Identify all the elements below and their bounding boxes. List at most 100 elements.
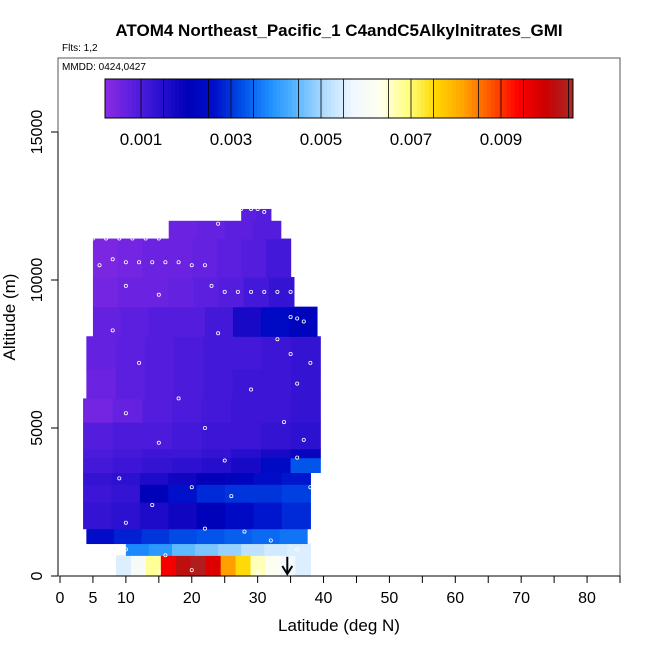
heat-cell <box>111 472 141 485</box>
track-point <box>163 260 168 265</box>
colorbar-segment <box>303 79 309 118</box>
heat-cell <box>115 336 146 370</box>
track-point <box>222 289 227 294</box>
heat-cell <box>160 555 177 577</box>
mmdd-label: MMDD: 0424,0427 <box>62 62 146 73</box>
heat-cell <box>142 238 168 278</box>
colorbar-segment <box>459 79 465 118</box>
colorbar-segment <box>331 79 336 118</box>
colorbar-segment <box>354 79 359 118</box>
track-point <box>156 440 161 445</box>
track-point <box>295 547 300 552</box>
heat-cell <box>113 528 143 545</box>
chart-title: ATOM4 Northeast_Pacific_1 C4andC5Alkylni… <box>115 21 562 40</box>
colorbar-segment <box>358 79 363 118</box>
colorbar-segment <box>541 79 547 118</box>
heat-cell <box>83 502 113 530</box>
track-point <box>295 316 300 321</box>
heat-cell <box>83 398 114 423</box>
track-point <box>295 381 300 386</box>
flights-label: Flts: 1,2 <box>62 43 98 54</box>
colorbar-segment <box>335 79 340 118</box>
heat-cell <box>265 238 292 278</box>
colorbar-segment <box>514 79 519 118</box>
heat-cell <box>172 457 203 473</box>
colorbar-segment <box>374 79 379 118</box>
track-point <box>189 568 194 573</box>
track-point <box>249 387 254 392</box>
colorbar-segment <box>218 79 223 118</box>
heat-cell <box>251 528 281 545</box>
heat-cell <box>290 448 321 459</box>
heat-cell <box>83 422 114 450</box>
track-point <box>209 283 214 288</box>
heat-cell <box>201 457 232 473</box>
colorbar-segment <box>253 79 258 118</box>
colorbar-segment <box>261 79 266 118</box>
colorbar-segment <box>155 79 161 118</box>
track-point <box>176 260 181 265</box>
heat-cell <box>241 208 257 222</box>
colorbar-segment <box>549 79 554 118</box>
heat-cell <box>241 543 265 556</box>
colorbar-segment <box>463 79 469 118</box>
heat-cell <box>260 457 292 473</box>
heat-cell <box>172 398 203 423</box>
heat-cell <box>112 448 143 459</box>
colorbar-segment <box>315 79 320 118</box>
x-tick-label: 20 <box>183 590 201 607</box>
track-point <box>130 236 135 241</box>
colorbar-segment <box>420 79 426 118</box>
colorbar-segment <box>350 79 356 118</box>
heat-cell <box>83 448 114 459</box>
heat-cell <box>190 555 207 577</box>
colorbar-segment <box>233 79 239 118</box>
track-point <box>123 260 128 265</box>
track-point <box>137 360 142 365</box>
track-point <box>222 458 227 463</box>
heat-cell <box>144 368 175 399</box>
heat-cell <box>205 555 222 577</box>
heat-cell <box>264 543 288 556</box>
colorbar-segment <box>105 79 110 118</box>
heat-cell <box>260 306 290 337</box>
colorbar-segment <box>565 79 570 118</box>
x-axis-label: Latitude (deg N) <box>278 616 400 635</box>
heat-cell <box>225 502 255 530</box>
heat-cell <box>235 555 252 577</box>
x-tick-label: 5 <box>88 590 97 607</box>
heat-cell <box>225 484 255 503</box>
colorbar-segment <box>190 79 196 118</box>
colorbar-segment <box>292 79 297 118</box>
colorbar-segment <box>319 79 324 118</box>
heat-cell <box>139 472 169 485</box>
heat-cell <box>232 336 263 370</box>
colorbar-segment <box>409 79 414 118</box>
colorbar-segment <box>171 79 176 118</box>
heat-cell <box>115 368 146 399</box>
heat-cell <box>130 555 147 577</box>
colorbar-segment <box>151 79 157 118</box>
colorbar-segment <box>327 79 332 118</box>
heat-cell <box>172 422 203 450</box>
colorbar-segment <box>553 79 558 118</box>
track-point <box>150 502 155 507</box>
track-point <box>90 568 95 573</box>
colorbar-segment <box>424 79 430 118</box>
colorbar-segment <box>136 79 141 118</box>
heat-cell <box>256 208 272 222</box>
track-point <box>235 289 240 294</box>
colorbar-segment <box>194 79 200 118</box>
track-point <box>117 236 122 241</box>
heat-cell <box>196 472 226 485</box>
track-point <box>288 559 293 564</box>
heat-cell <box>148 543 173 556</box>
colorbar-segment <box>179 79 184 118</box>
heat-cell <box>195 543 219 556</box>
track-point <box>255 571 260 576</box>
colorbar-segment <box>491 79 496 118</box>
colorbar-segment <box>537 79 543 118</box>
x-tick-label: 10 <box>117 590 135 607</box>
track-point <box>117 476 122 481</box>
heat-cell <box>279 528 308 545</box>
